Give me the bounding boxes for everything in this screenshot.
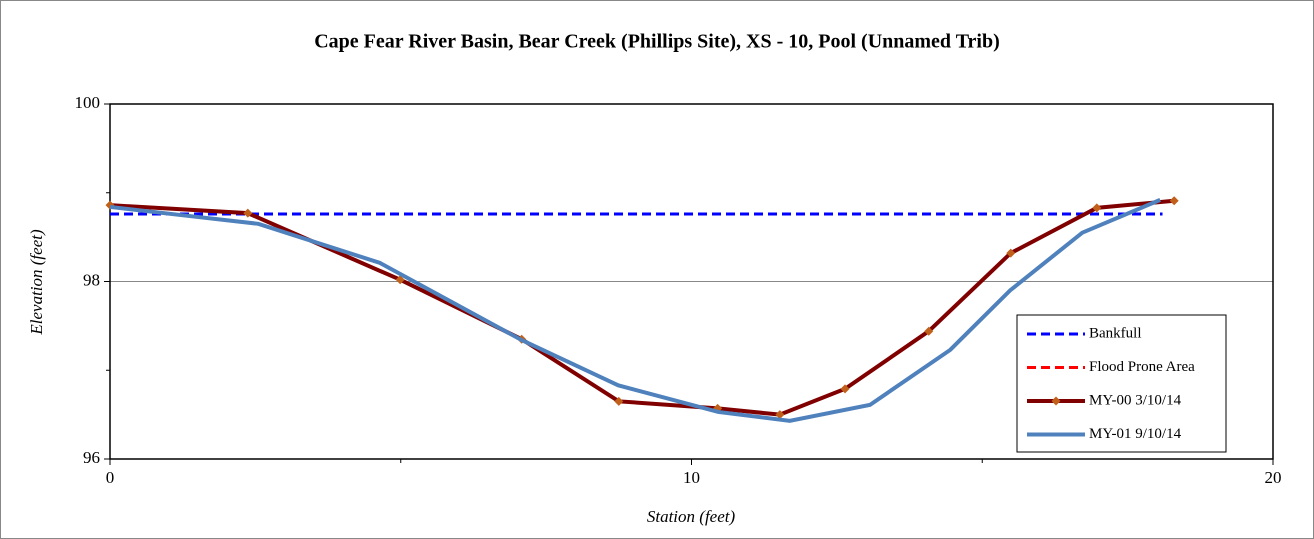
x-tick-label: 0 [106,468,115,487]
marker [840,384,850,394]
legend-label: MY-01 9/10/14 [1089,426,1182,442]
marker [924,326,934,336]
legend-box [1016,314,1227,453]
marker [614,396,624,406]
x-tick-label: 20 [1265,468,1282,487]
marker [243,208,253,218]
legend-label: Flood Prone Area [1089,359,1195,375]
legend-label: Bankfull [1089,325,1142,341]
legend-marker [1051,396,1061,406]
legend-label: MY-00 3/10/14 [1089,392,1182,408]
x-axis-label: Station (feet) [647,507,736,526]
y-tick-label: 100 [75,93,101,112]
series-line [109,198,1161,423]
plot-frame [109,103,1274,460]
chart-title: Cape Fear River Basin, Bear Creek (Phill… [314,31,1000,53]
x-tick-label: 10 [683,468,700,487]
marker [1006,248,1016,258]
marker [775,410,785,420]
y-tick-label: 98 [83,270,100,289]
marker [395,275,405,285]
marker [1169,196,1179,206]
marker [1092,203,1102,213]
y-axis-label: Elevation (feet) [27,229,46,336]
series-line [109,198,1175,417]
y-tick-label: 96 [83,448,100,467]
